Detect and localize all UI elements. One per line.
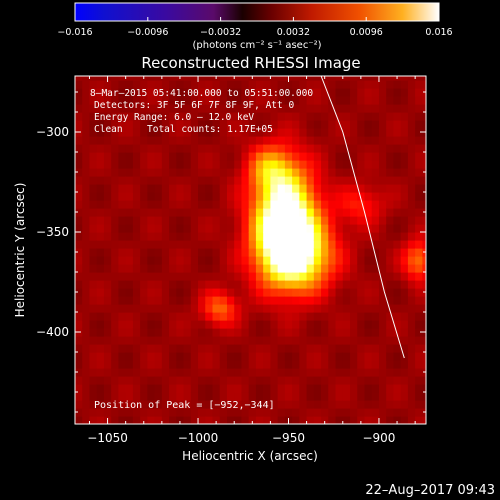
solar-limb-curve bbox=[320, 76, 405, 359]
colorbar: −0.016 −0.0096 −0.0032 0.0032 0.0096 0.016 (p… bbox=[57, 2, 453, 51]
info-block: 8–Mar–2015 05:41:00.000 to 05:51:00.000 … bbox=[90, 88, 313, 135]
peak-position-label: Position of Peak = [−952,−344] bbox=[94, 400, 275, 411]
x-tick-label: −950 bbox=[272, 431, 305, 445]
colorbar-tick-label: 0.0032 bbox=[277, 27, 310, 38]
y-tick-label: −400 bbox=[36, 325, 69, 339]
plot-title: Reconstructed RHESSI Image bbox=[141, 54, 360, 72]
x-tick-label: −900 bbox=[362, 431, 395, 445]
colorbar-tick-label: 0.0096 bbox=[350, 27, 383, 38]
heatmap-image bbox=[75, 76, 426, 424]
info-time: 8–Mar–2015 05:41:00.000 to 05:51:00.000 bbox=[90, 88, 313, 99]
info-method: Clean bbox=[94, 124, 123, 135]
colorbar-gradient bbox=[74, 2, 440, 22]
footer-timestamp: 22–Aug–2017 09:43 bbox=[365, 483, 495, 498]
x-tick-label: −1050 bbox=[87, 431, 128, 445]
plot-frame bbox=[74, 75, 427, 425]
colorbar-tick-label: −0.016 bbox=[57, 27, 92, 38]
colorbar-tick-label: −0.0096 bbox=[127, 27, 168, 38]
y-axis-label: Heliocentric Y (arcsec) bbox=[13, 183, 27, 318]
y-tick-label: −350 bbox=[36, 225, 69, 239]
colorbar-tick-label: 0.016 bbox=[425, 27, 452, 38]
colorbar-tick-label: −0.0032 bbox=[200, 27, 241, 38]
x-tick-label: −1000 bbox=[178, 431, 219, 445]
colorbar-unit-label: (photons cm⁻² s⁻¹ asec⁻²) bbox=[192, 40, 321, 51]
y-tick-label: −300 bbox=[36, 125, 69, 139]
x-axis-label: Heliocentric X (arcsec) bbox=[182, 449, 318, 463]
info-energy: Energy Range: 6.0 – 12.0 keV bbox=[94, 112, 254, 123]
info-counts: Total counts: 1.17E+05 bbox=[147, 124, 273, 135]
colorbar-ticks: −0.016 −0.0096 −0.0032 0.0032 0.0096 0.016 bbox=[57, 17, 453, 38]
info-detectors: Detectors: 3F 5F 6F 7F 8F 9F, Att 0 bbox=[94, 100, 294, 111]
axis-ticks: −1050 −1000 −950 −900 −300 −350 −400 bbox=[36, 76, 426, 445]
